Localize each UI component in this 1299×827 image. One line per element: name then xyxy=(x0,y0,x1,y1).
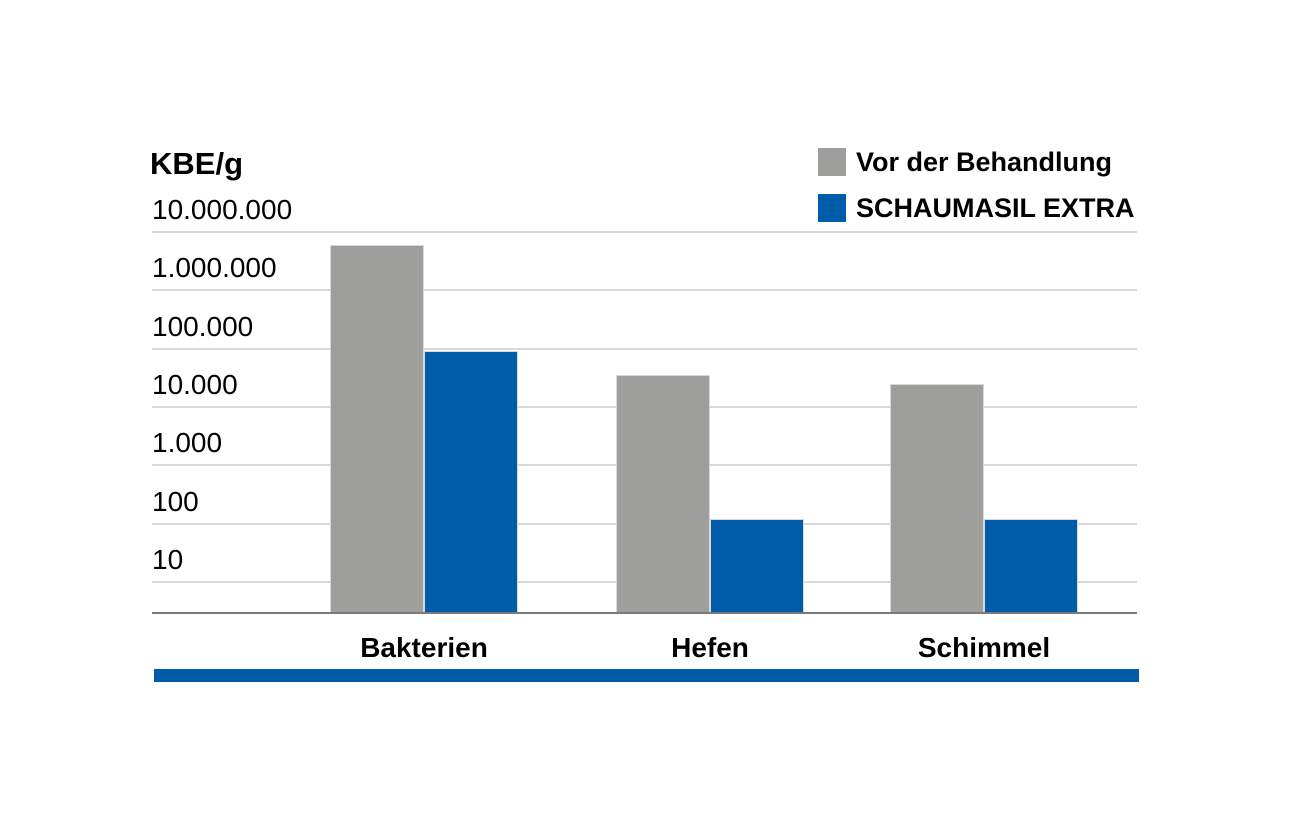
x-category-label: Hefen xyxy=(671,632,749,663)
x-category-label: Bakterien xyxy=(360,632,488,663)
y-tick-label: 1.000 xyxy=(152,427,223,459)
x-category-label: Schimmel xyxy=(917,632,1051,663)
gridline xyxy=(152,347,1137,350)
legend-label-schaumasil-extra: SCHAUMASIL EXTRA xyxy=(856,193,1135,223)
legend: Vor der Behandlung SCHAUMASIL EXTRA xyxy=(818,148,1135,240)
y-axis-title: KBE/g xyxy=(150,146,243,181)
bar-before-bakterien xyxy=(330,244,424,613)
bar-before-schimmel xyxy=(890,383,984,613)
legend-item-schaumasil-extra: SCHAUMASIL EXTRA xyxy=(818,194,1135,222)
y-tick-label: 100 xyxy=(152,485,199,517)
legend-swatch-gray xyxy=(818,148,846,176)
y-tick-label: 1.000.000 xyxy=(152,252,277,284)
y-tick-label: 10.000 xyxy=(152,368,238,400)
bar-after-schimmel xyxy=(984,518,1078,613)
x-axis-line xyxy=(152,612,1137,614)
legend-item-before-treatment: Vor der Behandlung xyxy=(818,148,1135,176)
legend-label-before-treatment: Vor der Behandlung xyxy=(856,147,1113,177)
bar-after-hefen xyxy=(710,518,804,613)
y-tick-label: 100.000 xyxy=(152,310,254,342)
legend-swatch-blue xyxy=(818,194,846,222)
y-tick-label: 10.000.000 xyxy=(152,194,293,225)
y-tick-label: 10 xyxy=(152,543,184,575)
gridline xyxy=(152,231,1137,233)
gridline xyxy=(152,289,1137,292)
bar-before-hefen xyxy=(616,375,710,613)
footer-accent-bar xyxy=(154,669,1139,682)
bar-after-bakterien xyxy=(424,351,518,613)
